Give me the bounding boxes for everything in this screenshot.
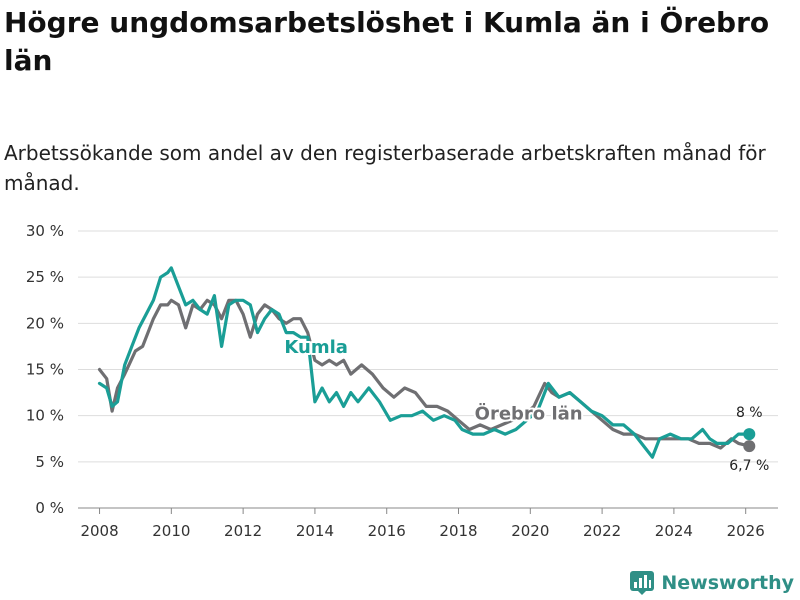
orebro-series-label: Örebro län [475,402,583,424]
x-tick-label: 2010 [152,522,190,540]
y-tick-label: 30 % [26,222,64,240]
x-tick-label: 2024 [655,522,693,540]
gridlines [78,230,778,509]
orebro-line [97,298,751,450]
y-tick-label: 10 % [26,407,64,425]
y-axis: 0 % 5 % 10 % 15 % 20 % 25 % 30 % [26,222,64,517]
x-tick-label: 2012 [224,522,262,540]
y-tick-label: 20 % [26,314,64,332]
series-labels: Kumla Örebro län 8 % 6,7 % [282,335,769,474]
x-tick-label: 2018 [439,522,477,540]
y-tick-label: 25 % [26,268,64,286]
x-tick-label: 2014 [296,522,334,540]
y-tick-label: 0 % [35,499,64,517]
series-lines [97,266,756,459]
kumla-end-point [743,428,756,441]
x-tick-label: 2016 [368,522,406,540]
x-tick-label: 2020 [511,522,549,540]
x-tick-label: 2008 [80,522,118,540]
y-tick-label: 5 % [35,453,64,471]
x-axis: 2008 2010 2012 2014 2016 2018 2020 2022 2024 2026 [80,508,765,540]
brand-name: Newsworthy [661,572,794,594]
brand-logo: Newsworthy [629,570,794,596]
kumla-series-label: Kumla [284,337,348,358]
kumla-line [97,266,751,459]
kumla-end-value: 8 % [736,405,763,421]
bar-chart-logo-icon [630,571,655,595]
x-tick-label: 2026 [727,522,765,540]
orebro-end-point [743,440,756,453]
chart-title: Högre ungdomsarbetslöshet i Kumla än i Ö… [4,6,770,77]
orebro-end-value: 6,7 % [729,458,769,474]
y-tick-label: 15 % [26,361,64,379]
x-tick-label: 2022 [583,522,621,540]
chart-subtitle: Arbetssökande som andel av den registerb… [4,141,766,195]
